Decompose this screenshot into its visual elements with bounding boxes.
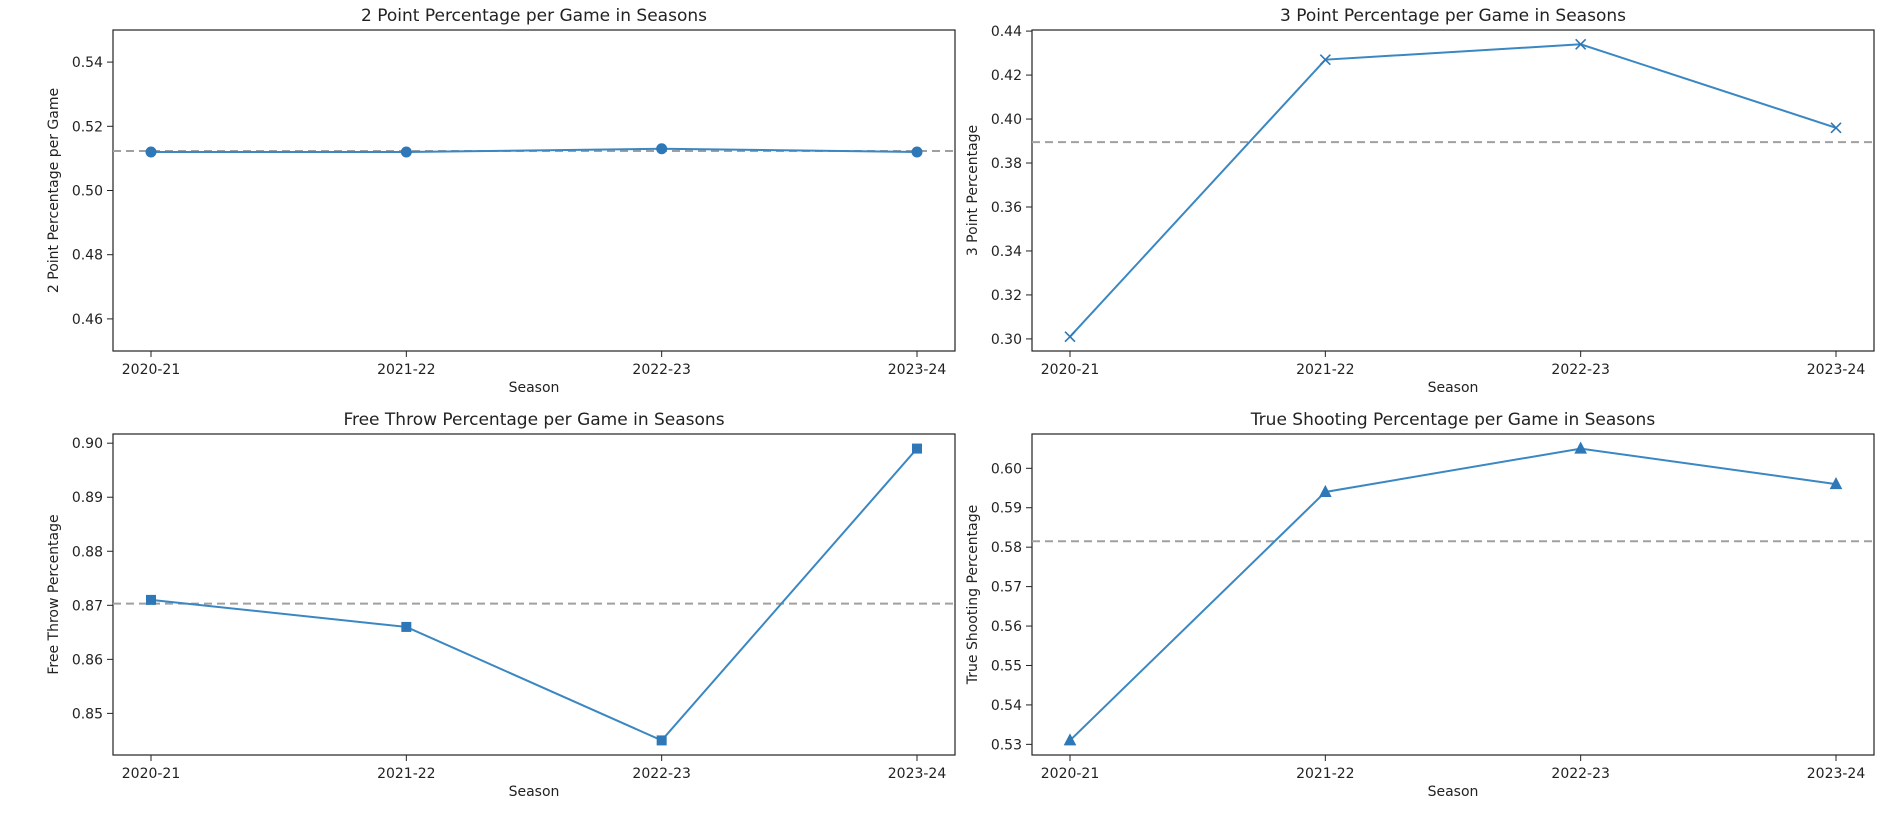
y-axis-label: Free Throw Percentage (46, 514, 62, 674)
data-point (1319, 54, 1331, 66)
x-tick-label: 2023-24 (888, 766, 947, 782)
data-point (1830, 122, 1842, 134)
data-point (656, 735, 667, 746)
y-tick-label: 0.36 (991, 200, 1022, 216)
x-tick-label: 2021-22 (377, 362, 436, 378)
chart-title: Free Throw Percentage per Game in Season… (343, 410, 724, 430)
data-point (1319, 484, 1332, 497)
y-tick-label: 0.42 (991, 68, 1022, 84)
chart-panel-1: 2 Point Percentage per Game in Seasons 0.… (46, 6, 956, 396)
y-axis-label: 3 Point Percentage (965, 125, 981, 256)
series-line (151, 147, 918, 153)
plot-frame (112, 433, 956, 756)
x-tick-label: 2020-21 (1041, 766, 1100, 782)
plot-frame (112, 29, 956, 352)
data-point (1574, 441, 1587, 454)
y-tick-label: 0.38 (991, 156, 1022, 172)
x-tick-label: 2020-21 (122, 362, 181, 378)
series-line (150, 447, 918, 742)
y-tick-label: 0.48 (72, 248, 103, 264)
x-tick-label: 2023-24 (888, 362, 947, 378)
y-tick-label: 0.54 (72, 55, 103, 71)
data-point (146, 594, 156, 605)
chart-title: True Shooting Percentage per Game in Sea… (1250, 410, 1656, 430)
y-tick-label: 0.59 (991, 501, 1022, 517)
x-tick-label: 2022-23 (632, 766, 691, 782)
y-tick-label: 0.53 (991, 737, 1022, 753)
y-tick-label: 0.52 (72, 119, 103, 135)
y-tick-label: 0.58 (991, 540, 1022, 556)
y-tick-label: 0.32 (991, 288, 1022, 304)
x-axis-label: Season (509, 380, 560, 396)
data-point (912, 443, 922, 454)
y-tick-label: 0.40 (991, 112, 1022, 128)
y-tick-label: 0.85 (72, 706, 103, 722)
x-tick-label: 2021-22 (1296, 362, 1355, 378)
data-point (401, 621, 412, 632)
data-point (400, 146, 412, 158)
data-point (1064, 331, 1076, 343)
data-point (145, 146, 157, 158)
y-tick-label: 0.88 (72, 544, 103, 560)
y-tick-label: 0.34 (991, 244, 1022, 260)
y-tick-label: 0.44 (991, 24, 1022, 40)
x-tick-label: 2021-22 (377, 766, 436, 782)
chart-panel-4: True Shooting Percentage per Game in Sea… (965, 410, 1875, 800)
chart-panel-3: Free Throw Percentage per Game in Season… (46, 410, 956, 800)
y-tick-label: 0.57 (991, 580, 1022, 596)
y-tick-label: 0.86 (72, 652, 103, 668)
data-point (1063, 733, 1077, 746)
y-axis-label: 2 Point Percentage per Game (46, 88, 62, 293)
x-tick-label: 2022-23 (632, 362, 691, 378)
plot-frame (1031, 29, 1875, 352)
y-axis-label: True Shooting Percentage (965, 505, 981, 685)
data-point (1575, 38, 1587, 50)
x-tick-label: 2022-23 (1551, 362, 1610, 378)
x-tick-label: 2023-24 (1807, 362, 1866, 378)
x-tick-label: 2020-21 (1041, 362, 1100, 378)
y-tick-label: 0.56 (991, 619, 1022, 635)
chart-title: 2 Point Percentage per Game in Seasons (361, 6, 707, 26)
x-tick-label: 2020-21 (122, 766, 181, 782)
x-axis-label: Season (1428, 784, 1479, 800)
y-tick-label: 0.46 (72, 312, 103, 328)
data-point (911, 146, 923, 158)
y-tick-label: 0.55 (991, 658, 1022, 674)
y-tick-label: 0.50 (72, 184, 103, 200)
x-axis-label: Season (1428, 380, 1479, 396)
x-tick-label: 2021-22 (1296, 766, 1355, 782)
y-tick-label: 0.90 (72, 436, 103, 452)
plot-frame (1031, 433, 1875, 756)
x-axis-label: Season (509, 784, 560, 800)
y-tick-label: 0.89 (72, 490, 103, 506)
data-point (656, 143, 668, 155)
x-tick-label: 2023-24 (1807, 766, 1866, 782)
y-tick-label: 0.87 (72, 598, 103, 614)
chart-panel-2: 3 Point Percentage per Game in Seasons 0.… (965, 6, 1875, 396)
y-tick-label: 0.54 (991, 698, 1022, 714)
series-line (1069, 447, 1837, 742)
series-line (1069, 43, 1837, 338)
chart-title: 3 Point Percentage per Game in Seasons (1280, 6, 1626, 26)
data-point (1829, 477, 1843, 490)
x-tick-label: 2022-23 (1551, 766, 1610, 782)
y-tick-label: 0.60 (991, 461, 1022, 477)
y-tick-label: 0.30 (991, 332, 1022, 348)
